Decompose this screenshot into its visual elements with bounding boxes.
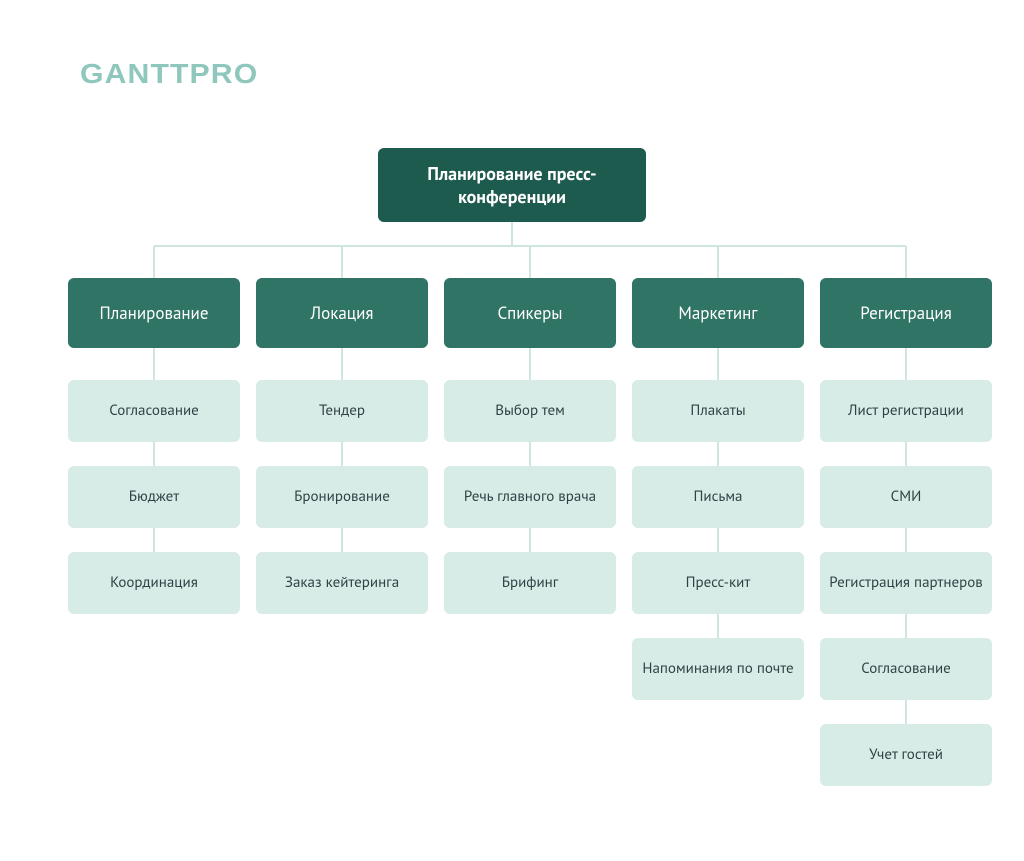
leaf-node: Учет гостей	[820, 724, 992, 786]
leaf-node: Координация	[68, 552, 240, 614]
leaf-node: Согласование	[68, 380, 240, 442]
leaf-node: Бюджет	[68, 466, 240, 528]
brand-logo: GANTTPRO	[80, 58, 258, 90]
leaf-node: Согласование	[820, 638, 992, 700]
leaf-node: Регистрация партнеров	[820, 552, 992, 614]
leaf-node: Плакаты	[632, 380, 804, 442]
leaf-node: Напоминания по почте	[632, 638, 804, 700]
leaf-node: Тендер	[256, 380, 428, 442]
leaf-node: Брифинг	[444, 552, 616, 614]
category-node: Спикеры	[444, 278, 616, 348]
leaf-node: Выбор тем	[444, 380, 616, 442]
leaf-node: Пресс-кит	[632, 552, 804, 614]
leaf-node: Заказ кейтеринга	[256, 552, 428, 614]
leaf-node: Письма	[632, 466, 804, 528]
root-node: Планирование пресс-конференции	[378, 148, 646, 222]
leaf-node: Бронирование	[256, 466, 428, 528]
category-node: Регистрация	[820, 278, 992, 348]
category-node: Маркетинг	[632, 278, 804, 348]
category-node: Планирование	[68, 278, 240, 348]
leaf-node: Речь главного врача	[444, 466, 616, 528]
category-node: Локация	[256, 278, 428, 348]
leaf-node: Лист регистрации	[820, 380, 992, 442]
leaf-node: СМИ	[820, 466, 992, 528]
